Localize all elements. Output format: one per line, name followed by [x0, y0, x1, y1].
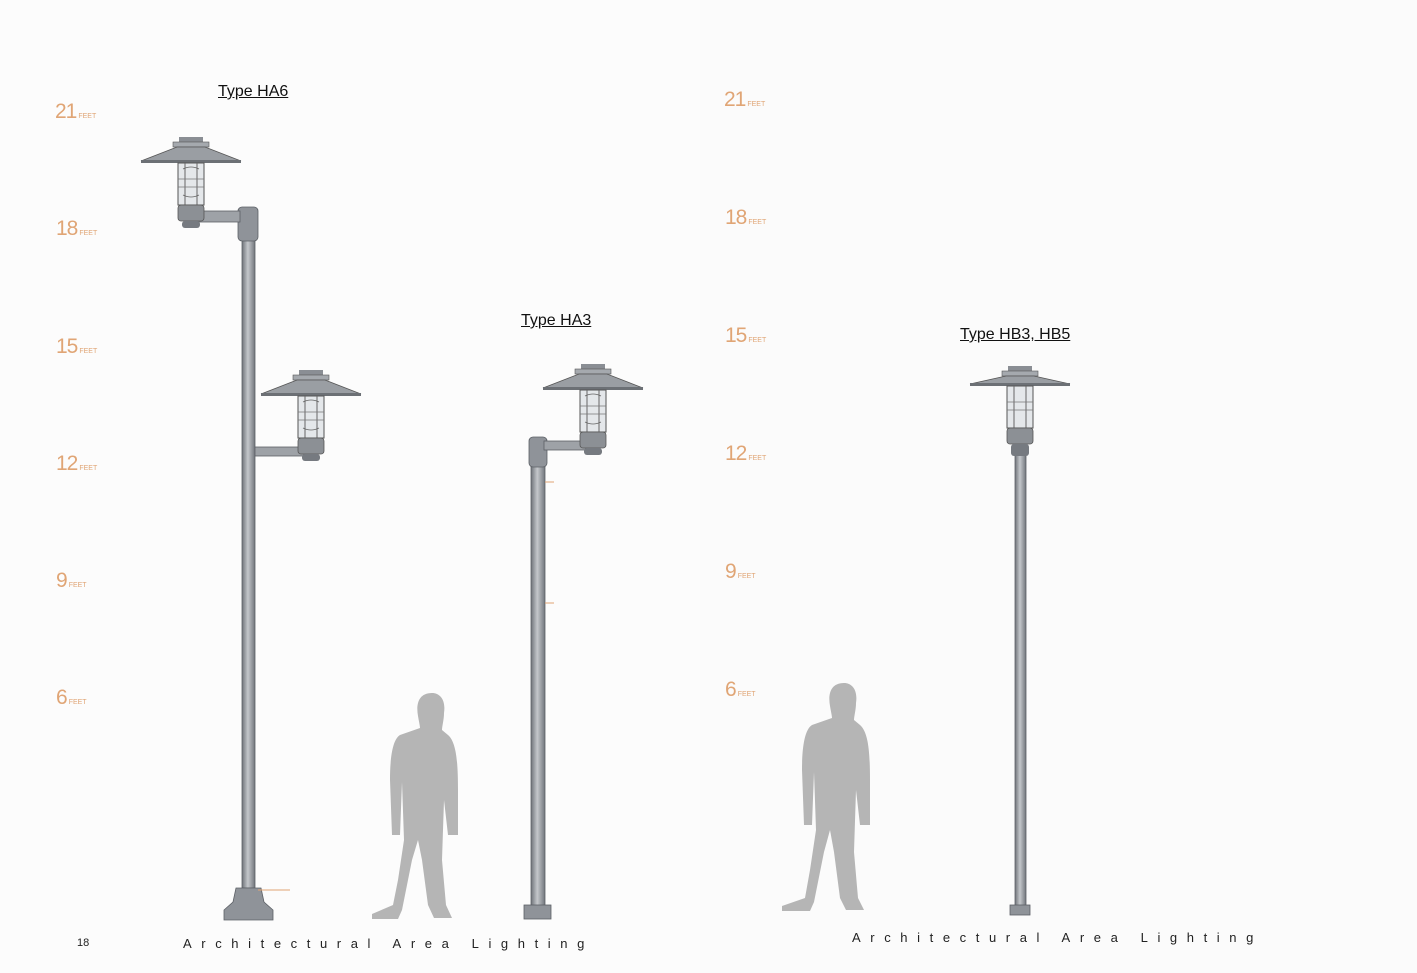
type-label-ha6: Type HA6: [218, 83, 289, 100]
pole-ha3: [530, 451, 546, 908]
scale-label-9ft: 9 FEET: [56, 569, 87, 592]
footer-title-left: Architectural Area Lighting: [183, 936, 594, 951]
human-silhouette-right: [782, 683, 870, 911]
pole-base-hb: [1009, 904, 1031, 916]
left-page: 21 FEET 18 FEET 15 FEET 12 FEET 9 FEET 6 FEET …: [0, 0, 700, 973]
human-silhouette: [372, 693, 458, 919]
scale-label-15ft: 15 FEET: [56, 335, 98, 358]
scale-label-18ft-right: 18 FEET: [725, 206, 767, 229]
page-number: 18: [77, 937, 90, 949]
type-label-ha3: Type HA3: [521, 312, 592, 329]
pole-base-ha6: [223, 887, 274, 921]
lamp-head-hb: [969, 366, 1071, 456]
right-page: 21 FEET 18 FEET 15 FEET 12 FEET 9 FEET 6 FEET …: [700, 0, 1417, 973]
pole-ha6: [241, 221, 256, 889]
pole-hb: [1014, 454, 1027, 908]
scale-label-21ft-right: 21 FEET: [724, 88, 766, 111]
left-illustration: [140, 136, 644, 921]
scale-label-6ft-right: 6 FEET: [725, 678, 756, 701]
scale-label-18ft: 18 FEET: [56, 217, 98, 240]
pole-cap-ha3: [528, 436, 548, 468]
scale-label-12ft: 12 FEET: [56, 452, 98, 475]
right-illustration: [782, 366, 1071, 916]
scale-label-21ft: 21 FEET: [55, 100, 97, 123]
pole-base-ha3: [523, 904, 552, 920]
scale-label-15ft-right: 15 FEET: [725, 324, 767, 347]
footer-title-right: Architectural Area Lighting: [852, 930, 1263, 945]
scale-label-12ft-right: 12 FEET: [725, 442, 767, 465]
pole-cap-ha6: [237, 206, 259, 242]
arm-lower-ha6: [254, 446, 306, 457]
scale-label-9ft-right: 9 FEET: [725, 560, 756, 583]
type-label-hb3-hb5: Type HB3, HB5: [960, 326, 1071, 343]
scale-label-6ft: 6 FEET: [56, 686, 87, 709]
